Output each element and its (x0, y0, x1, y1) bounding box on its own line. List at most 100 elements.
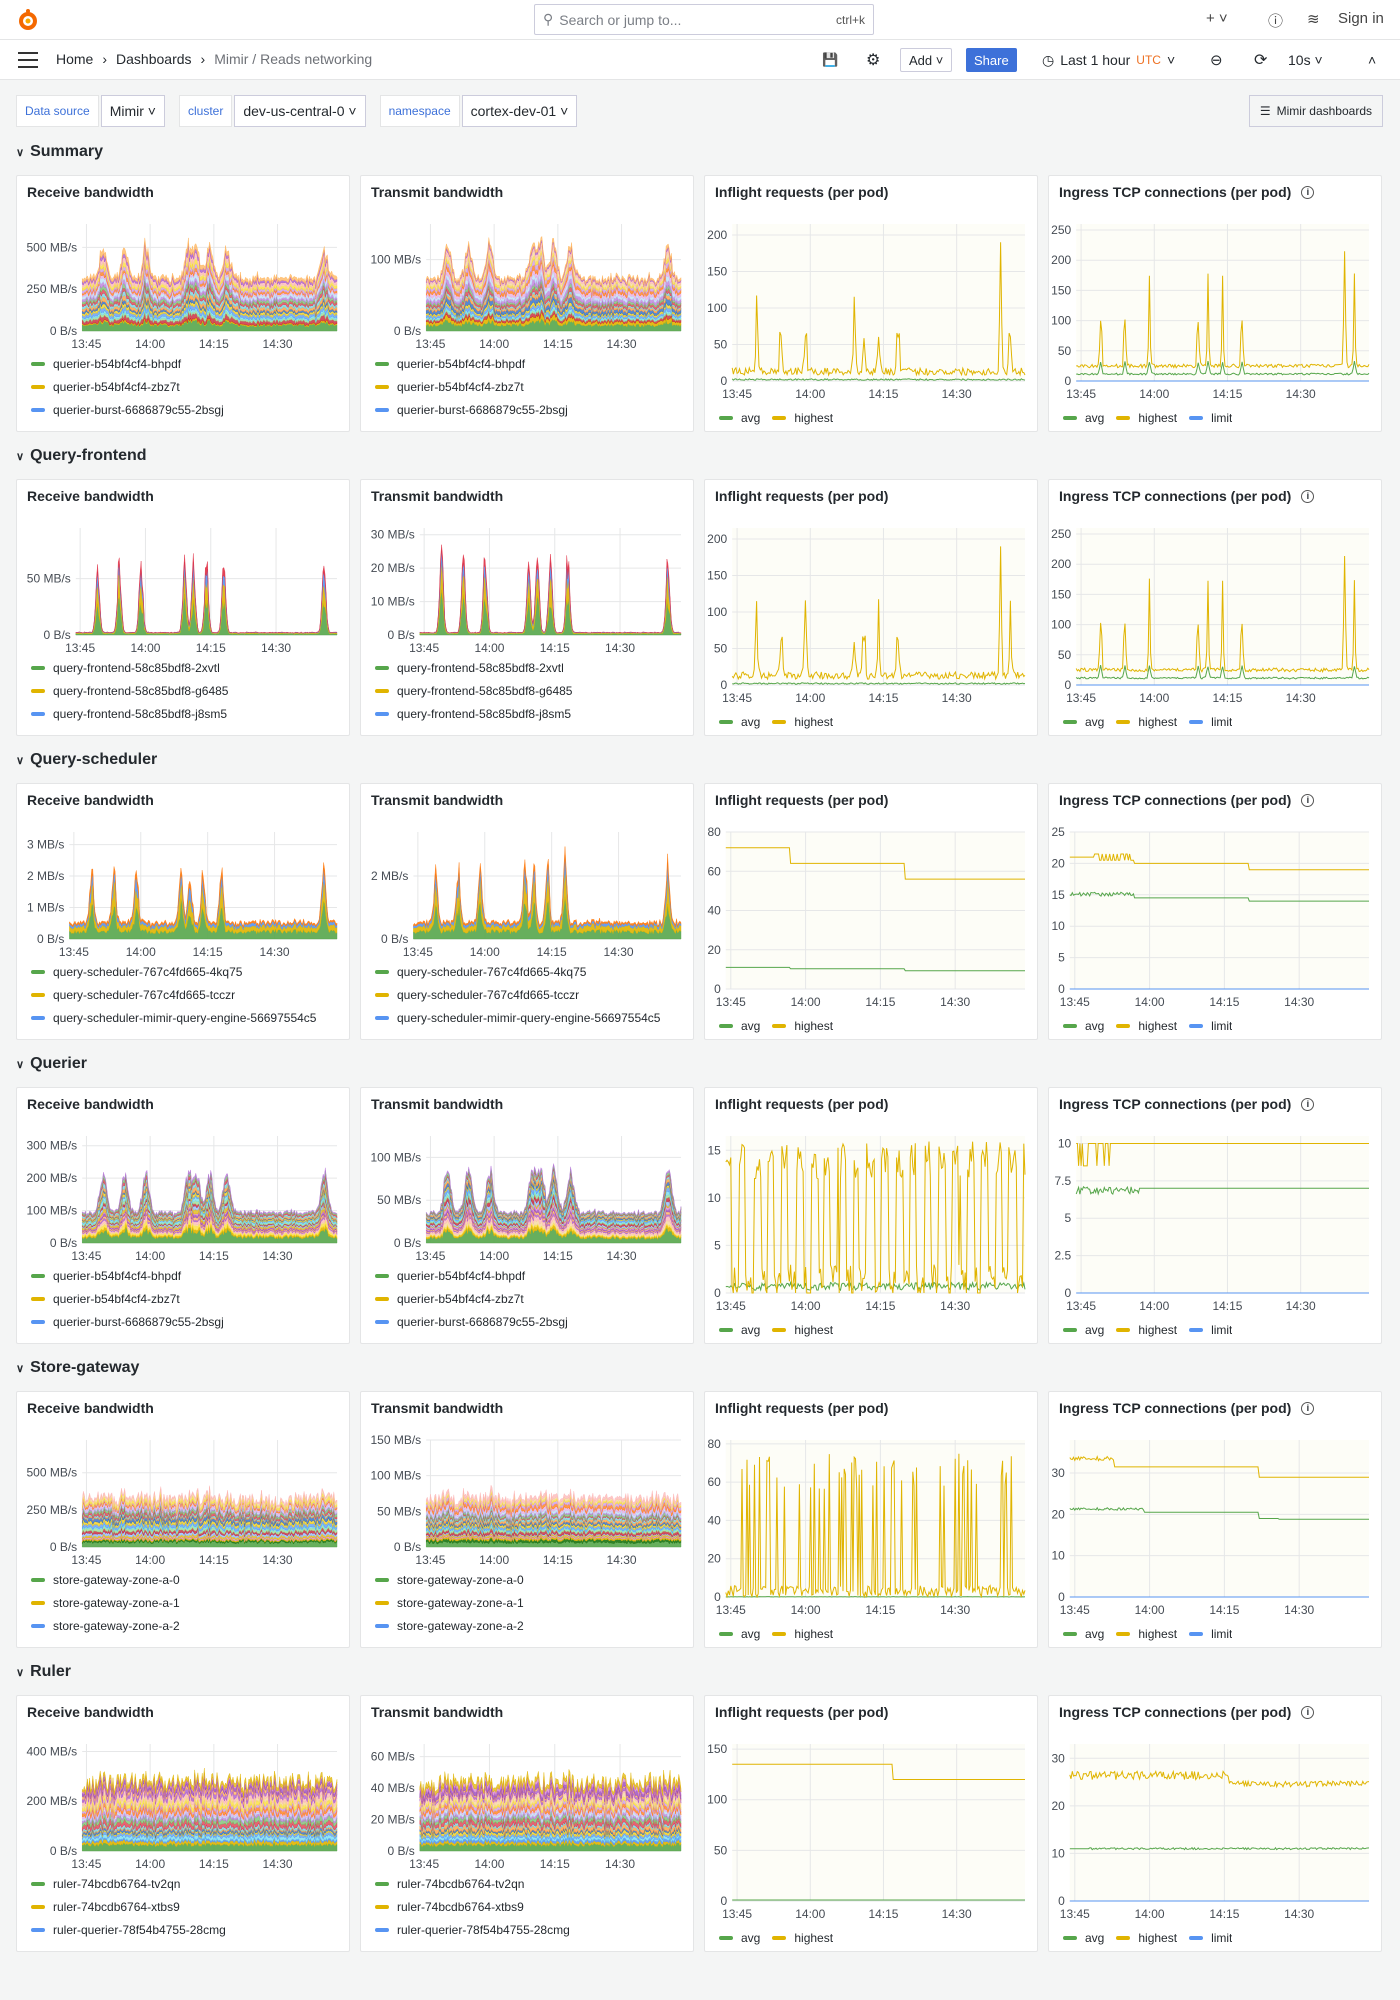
legend-item[interactable]: limit (1189, 1318, 1232, 1341)
info-icon[interactable]: i (1301, 1705, 1315, 1719)
help-icon[interactable]: ⓘ (1268, 13, 1284, 30)
legend-item[interactable]: query-scheduler-767c4fd665-4kq75 (31, 960, 341, 983)
legend-item[interactable]: query-scheduler-767c4fd665-tcczr (375, 983, 685, 1006)
panel-trans[interactable]: 0 B/s 2 MB/s 13:45 14:00 14:15 14:30 Transmit … (360, 783, 694, 1040)
info-icon[interactable]: i (1301, 793, 1315, 807)
legend-item[interactable]: highest (1116, 1926, 1177, 1949)
legend-item[interactable]: limit (1189, 1622, 1232, 1645)
legend-item[interactable]: avg (1063, 1926, 1104, 1949)
add-button[interactable]: Add ˅ (900, 48, 953, 72)
legend-item[interactable]: store-gateway-zone-a-2 (31, 1614, 341, 1637)
panel-inflight[interactable]: 0 5 10 15 13:45 14:00 14:15 14:30 Inflight reque… (704, 1087, 1038, 1344)
legend-item[interactable]: highest (1116, 1622, 1177, 1645)
legend-item[interactable]: querier-b54bf4cf4-zbz7t (31, 1287, 341, 1310)
panel-trans[interactable]: 0 B/s 50 MB/s 100 MB/s 150 MB/s 13:45 14:00 14… (360, 1391, 694, 1648)
panel-inflight[interactable]: 0 20 40 60 80 13:45 14:00 14:15 14:30 Inflight re… (704, 783, 1038, 1040)
info-icon[interactable]: i (1301, 1401, 1315, 1415)
panel-trans[interactable]: 0 B/s 20 MB/s 40 MB/s 60 MB/s 13:45 14:00 14:1… (360, 1695, 694, 1952)
legend-item[interactable]: avg (719, 1926, 760, 1949)
panel-trans[interactable]: 0 B/s 100 MB/s 13:45 14:00 14:15 14:30 Transmi… (360, 175, 694, 432)
legend-item[interactable]: limit (1189, 1014, 1232, 1037)
legend-item[interactable]: query-frontend-58c85bdf8-g6485 (375, 679, 685, 702)
legend-item[interactable]: querier-burst-6686879c55-2bsgj (375, 398, 685, 421)
legend-item[interactable]: store-gateway-zone-a-0 (375, 1568, 685, 1591)
legend-item[interactable]: highest (1116, 1318, 1177, 1341)
legend-item[interactable]: highest (1116, 710, 1177, 733)
legend-item[interactable]: avg (1063, 1318, 1104, 1341)
panel-tcp[interactable]: 0 5 10 15 20 25 13:45 14:00 14:15 14:30 Ingress TC… (1048, 783, 1382, 1040)
legend-item[interactable]: querier-b54bf4cf4-zbz7t (31, 375, 341, 398)
legend-item[interactable]: ruler-querier-78f54b4755-28cmg (31, 1918, 341, 1941)
legend-item[interactable]: limit (1189, 406, 1232, 429)
refresh-icon[interactable]: ⟳ (1254, 52, 1268, 69)
row-header[interactable]: ∨ Query-scheduler (16, 745, 1384, 775)
legend-item[interactable]: querier-b54bf4cf4-zbz7t (375, 375, 685, 398)
legend-item[interactable]: highest (772, 1318, 833, 1341)
refresh-interval-picker[interactable]: 10s ˅ (1288, 52, 1323, 68)
legend-item[interactable]: querier-b54bf4cf4-bhpdf (375, 352, 685, 375)
legend-item[interactable]: highest (772, 406, 833, 429)
panel-recv[interactable]: 0 B/s 50 MB/s 13:45 14:00 14:15 14:30 Receive … (16, 479, 350, 736)
collapse-icon[interactable]: ˄ (1368, 52, 1377, 68)
time-picker[interactable]: ◷ Last 1 hour UTC ˅ (1042, 51, 1176, 69)
panel-trans[interactable]: 0 B/s 10 MB/s 20 MB/s 30 MB/s 13:45 14:00 14:1… (360, 479, 694, 736)
legend-item[interactable]: query-scheduler-mimir-query-engine-56697… (375, 1006, 685, 1029)
legend-item[interactable]: avg (719, 406, 760, 429)
var-select-cluster[interactable]: dev-us-central-0 ˅ (234, 95, 366, 127)
panel-trans[interactable]: 0 B/s 50 MB/s 100 MB/s 13:45 14:00 14:15 14:30… (360, 1087, 694, 1344)
panel-inflight[interactable]: 0 50 100 150 200 13:45 14:00 14:15 14:30 Inflight… (704, 175, 1038, 432)
legend-item[interactable]: store-gateway-zone-a-0 (31, 1568, 341, 1591)
legend-item[interactable]: querier-b54bf4cf4-zbz7t (375, 1287, 685, 1310)
legend-item[interactable]: highest (1116, 1014, 1177, 1037)
breadcrumb-home[interactable]: Home (56, 51, 94, 67)
info-icon[interactable]: i (1301, 489, 1315, 503)
plus-icon[interactable]: + ˅ (1206, 10, 1228, 27)
share-button[interactable]: Share (966, 48, 1017, 72)
menu-icon[interactable] (18, 52, 38, 68)
legend-item[interactable]: highest (1116, 406, 1177, 429)
legend-item[interactable]: querier-burst-6686879c55-2bsgj (31, 1310, 341, 1333)
mimir-dashboards-button[interactable]: ☰ Mimir dashboards (1248, 95, 1383, 127)
legend-item[interactable]: avg (719, 1318, 760, 1341)
legend-item[interactable]: avg (1063, 1014, 1104, 1037)
legend-item[interactable]: avg (1063, 406, 1104, 429)
legend-item[interactable]: query-frontend-58c85bdf8-j8sm5 (31, 702, 341, 725)
save-icon[interactable]: 💾 (822, 52, 839, 67)
legend-item[interactable]: query-scheduler-mimir-query-engine-56697… (31, 1006, 341, 1029)
panel-tcp[interactable]: 0 10 20 30 13:45 14:00 14:15 14:30 Ingress TCP c… (1048, 1391, 1382, 1648)
row-header[interactable]: ∨ Summary (16, 137, 1384, 167)
legend-item[interactable]: avg (719, 710, 760, 733)
legend-item[interactable]: avg (1063, 1622, 1104, 1645)
legend-item[interactable]: query-frontend-58c85bdf8-g6485 (31, 679, 341, 702)
legend-item[interactable]: avg (719, 1622, 760, 1645)
legend-item[interactable]: ruler-74bcdb6764-xtbs9 (375, 1895, 685, 1918)
legend-item[interactable]: highest (772, 710, 833, 733)
legend-item[interactable]: querier-burst-6686879c55-2bsgj (31, 398, 341, 421)
var-select-datasource[interactable]: Mimir ˅ (100, 95, 165, 127)
zoom-out-icon[interactable]: ⊖ (1210, 52, 1223, 69)
legend-item[interactable]: ruler-74bcdb6764-xtbs9 (31, 1895, 341, 1918)
panel-recv[interactable]: 0 B/s 250 MB/s 500 MB/s 13:45 14:00 14:15 14:3… (16, 1391, 350, 1648)
panel-inflight[interactable]: 0 20 40 60 80 13:45 14:00 14:15 14:30 Inflight re… (704, 1391, 1038, 1648)
legend-item[interactable]: query-frontend-58c85bdf8-j8sm5 (375, 702, 685, 725)
legend-item[interactable]: avg (1063, 710, 1104, 733)
panel-tcp[interactable]: 0 10 20 30 13:45 14:00 14:15 14:30 Ingress TCP c… (1048, 1695, 1382, 1952)
legend-item[interactable]: limit (1189, 1926, 1232, 1949)
gear-icon[interactable]: ⚙ (866, 52, 881, 69)
legend-item[interactable]: query-scheduler-767c4fd665-4kq75 (375, 960, 685, 983)
panel-tcp[interactable]: 0 2.5 5 7.5 10 13:45 14:00 14:15 14:30 Ingress TC… (1048, 1087, 1382, 1344)
row-header[interactable]: ∨ Store-gateway (16, 1353, 1384, 1383)
legend-item[interactable]: highest (772, 1622, 833, 1645)
breadcrumb-dashboards[interactable]: Dashboards (116, 51, 192, 67)
legend-item[interactable]: ruler-querier-78f54b4755-28cmg (375, 1918, 685, 1941)
panel-inflight[interactable]: 0 50 100 150 200 13:45 14:00 14:15 14:30 Inflight… (704, 479, 1038, 736)
panel-recv[interactable]: 0 B/s 200 MB/s 400 MB/s 13:45 14:00 14:15 14:3… (16, 1695, 350, 1952)
info-icon[interactable]: i (1301, 185, 1315, 199)
rss-icon[interactable]: ≋ (1307, 11, 1320, 28)
legend-item[interactable]: limit (1189, 710, 1232, 733)
legend-item[interactable]: highest (772, 1926, 833, 1949)
search-input[interactable]: ⚲ Search or jump to... ctrl+k (534, 4, 874, 35)
row-header[interactable]: ∨ Query-frontend (16, 441, 1384, 471)
info-icon[interactable]: i (1301, 1097, 1315, 1111)
legend-item[interactable]: ruler-74bcdb6764-tv2qn (375, 1872, 685, 1895)
